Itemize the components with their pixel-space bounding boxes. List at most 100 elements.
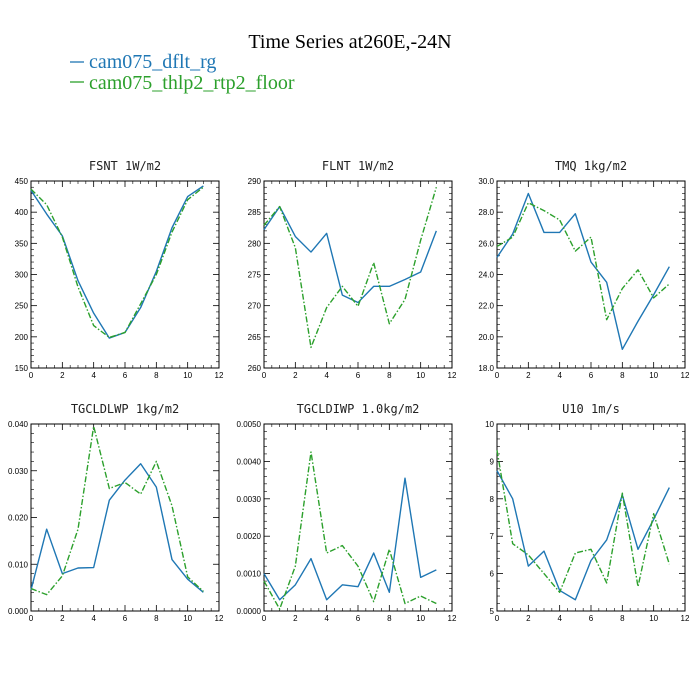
y-tick-label: 0.010 xyxy=(8,560,29,569)
y-tick-label: 290 xyxy=(248,177,262,186)
legend-label-thlp2: cam075_thlp2_rtp2_floor xyxy=(89,72,295,94)
y-tick-label: 300 xyxy=(15,271,29,280)
series-line-dflt xyxy=(30,185,204,339)
y-tick-label: 24.0 xyxy=(478,271,494,280)
x-tick-label: 8 xyxy=(154,371,159,380)
x-tick-label: 12 xyxy=(681,614,690,623)
panel-title: U10 1m/s xyxy=(562,402,620,416)
x-tick-label: 0 xyxy=(495,371,500,380)
panel-title: FSNT 1W/m2 xyxy=(89,159,161,173)
series-line-thlp2 xyxy=(496,450,670,593)
x-tick-label: 10 xyxy=(649,371,658,380)
x-tick-label: 6 xyxy=(123,371,128,380)
y-tick-label: 285 xyxy=(248,208,262,217)
x-tick-label: 0 xyxy=(262,371,267,380)
x-tick-label: 10 xyxy=(416,614,425,623)
series-line-dflt xyxy=(263,205,437,304)
y-tick-label: 6 xyxy=(490,570,495,579)
y-tick-label: 18.0 xyxy=(478,364,494,373)
x-tick-label: 6 xyxy=(589,614,594,623)
series-line-thlp2 xyxy=(30,425,204,596)
series-line-thlp2 xyxy=(263,187,438,349)
panel-title: TMQ 1kg/m2 xyxy=(555,159,627,173)
series-line-dflt xyxy=(30,463,204,593)
y-tick-label: 270 xyxy=(248,302,262,311)
legend-label-dflt: cam075_dflt_rg xyxy=(89,51,216,73)
y-tick-label: 150 xyxy=(15,364,29,373)
y-tick-label: 20.0 xyxy=(478,333,494,342)
x-tick-label: 2 xyxy=(60,614,65,623)
x-tick-label: 4 xyxy=(557,614,562,623)
figure-title: Time Series at260E,-24N xyxy=(248,31,451,53)
x-tick-label: 12 xyxy=(215,614,224,623)
y-tick-label: 0.040 xyxy=(8,420,29,429)
panel-title: TGCLDIWP 1.0kg/m2 xyxy=(297,402,420,416)
series-line-dflt xyxy=(496,192,670,350)
y-tick-label: 30.0 xyxy=(478,177,494,186)
series-line-thlp2 xyxy=(263,451,437,610)
x-tick-label: 2 xyxy=(293,371,298,380)
y-tick-label: 0.000 xyxy=(8,607,29,616)
y-tick-label: 28.0 xyxy=(478,208,494,217)
panel-frame xyxy=(30,423,220,612)
x-tick-label: 8 xyxy=(154,614,159,623)
y-tick-label: 400 xyxy=(15,208,29,217)
legend: cam075_dflt_rg cam075_thlp2_rtp2_floor xyxy=(70,51,295,94)
series-line-dflt xyxy=(263,477,437,601)
y-tick-label: 0.0000 xyxy=(237,607,262,616)
x-tick-label: 12 xyxy=(448,614,457,623)
x-tick-label: 10 xyxy=(183,614,192,623)
x-tick-label: 2 xyxy=(526,614,531,623)
panel-4: TGCLDLWP 1kg/m2 0.000 0.010 0.020 0.030 0.040… xyxy=(8,402,224,623)
series-line-thlp2 xyxy=(30,186,204,339)
y-tick-label: 7 xyxy=(490,532,495,541)
y-tick-label: 0.0040 xyxy=(237,457,262,466)
y-tick-label: 26.0 xyxy=(478,239,494,248)
y-tick-label: 0.0010 xyxy=(237,570,262,579)
x-tick-label: 6 xyxy=(123,614,128,623)
y-tick-label: 22.0 xyxy=(478,302,494,311)
y-tick-label: 0.0050 xyxy=(237,420,262,429)
x-tick-label: 4 xyxy=(324,371,329,380)
x-tick-label: 0 xyxy=(495,614,500,623)
x-tick-label: 12 xyxy=(448,371,457,380)
y-tick-label: 0.020 xyxy=(8,514,29,523)
x-tick-label: 4 xyxy=(324,614,329,623)
panel-title: FLNT 1W/m2 xyxy=(322,159,394,173)
x-tick-label: 2 xyxy=(293,614,298,623)
y-tick-label: 200 xyxy=(15,333,29,342)
x-tick-label: 6 xyxy=(589,371,594,380)
x-tick-label: 4 xyxy=(91,614,96,623)
y-tick-label: 280 xyxy=(248,239,262,248)
y-tick-label: 250 xyxy=(15,302,29,311)
x-tick-label: 0 xyxy=(262,614,267,623)
series-line-dflt xyxy=(496,470,670,601)
panel-2: FLNT 1W/m2 260 265 270 275 280 285 290 0 2 4 6 8 10 12 xyxy=(248,159,457,380)
x-tick-label: 10 xyxy=(649,614,658,623)
panel-frame xyxy=(30,180,220,369)
x-tick-label: 4 xyxy=(557,371,562,380)
series-line-thlp2 xyxy=(496,202,670,321)
x-tick-label: 10 xyxy=(416,371,425,380)
y-tick-label: 450 xyxy=(15,177,29,186)
y-tick-label: 8 xyxy=(490,495,495,504)
x-tick-label: 8 xyxy=(387,371,392,380)
x-tick-label: 2 xyxy=(526,371,531,380)
x-tick-label: 4 xyxy=(91,371,96,380)
y-tick-label: 0.0020 xyxy=(237,532,262,541)
panel-title: TGCLDLWP 1kg/m2 xyxy=(71,402,179,416)
panel-1: FSNT 1W/m2 150 200 250 300 350 400 450 0 2 4 6 8 10 12 xyxy=(15,159,224,380)
y-tick-label: 0.030 xyxy=(8,467,29,476)
x-tick-label: 6 xyxy=(356,614,361,623)
y-tick-label: 350 xyxy=(15,239,29,248)
panel-3: TMQ 1kg/m2 18.0 20.0 22.0 24.0 26.0 28.0 30.0 0 2… xyxy=(478,159,690,380)
y-tick-label: 5 xyxy=(490,607,495,616)
x-tick-label: 12 xyxy=(681,371,690,380)
panel-6: U10 1m/s 5 6 7 8 9 10 0 2 4 6 8 10 12 xyxy=(485,402,690,623)
x-tick-label: 8 xyxy=(387,614,392,623)
y-tick-label: 265 xyxy=(248,333,262,342)
x-tick-label: 12 xyxy=(215,371,224,380)
x-tick-label: 8 xyxy=(620,371,625,380)
x-tick-label: 6 xyxy=(356,371,361,380)
